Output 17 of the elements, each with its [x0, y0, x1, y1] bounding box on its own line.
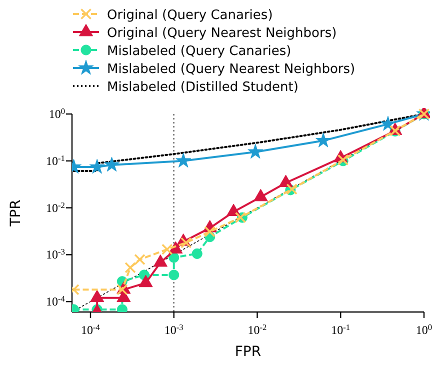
x-tick-label: 10$^{0}$ [416, 322, 432, 337]
x-axis-title: FPR [234, 344, 262, 360]
y-tick-label: 10$^{-1}$ [46, 153, 65, 168]
x-tick-label: 10$^{-1}$ [331, 322, 350, 337]
y-axis-title: TPR [8, 199, 24, 228]
y-tick-label: 10$^{0}$ [48, 106, 65, 121]
x-tick-label: 10$^{-2}$ [248, 322, 267, 337]
x-tick-label: 10$^{-4}$ [81, 322, 101, 337]
y-tick-label: 10$^{-4}$ [46, 294, 66, 309]
legend-label: Original (Query Canaries) [107, 8, 273, 23]
y-tick-label: 10$^{-3}$ [46, 247, 65, 262]
legend-label: Mislabeled (Distilled Student) [107, 80, 298, 95]
legend-label: Original (Query Nearest Neighbors) [107, 26, 337, 41]
x-tick-label: 10$^{-3}$ [164, 322, 184, 337]
y-tick-label: 10$^{-2}$ [46, 200, 65, 215]
legend-label: Mislabeled (Query Canaries) [107, 44, 292, 59]
legend-label: Mislabeled (Query Nearest Neighbors) [107, 62, 356, 77]
